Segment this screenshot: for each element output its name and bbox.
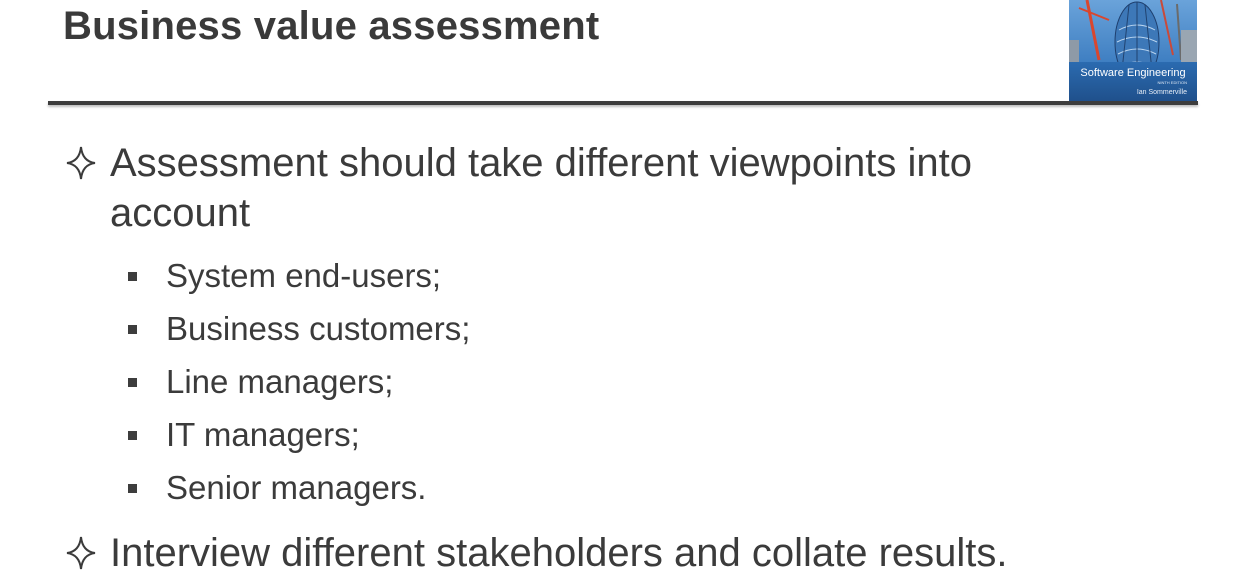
- square-bullet-icon: [128, 484, 137, 493]
- book-cover-image: Software Engineering NINTH EDITION Ian S…: [1069, 0, 1197, 103]
- square-bullet-icon: [128, 272, 137, 281]
- bullet-text: Interview different stakeholders and col…: [110, 531, 1008, 575]
- cover-edition: NINTH EDITION: [1157, 80, 1187, 85]
- title-divider: [48, 101, 1198, 105]
- subitem-it-managers: IT managers;: [128, 415, 360, 455]
- square-bullet-icon: [128, 325, 137, 334]
- bullet-interview-stakeholders: Interview different stakeholders and col…: [63, 528, 1008, 578]
- slide-title: Business value assessment: [63, 4, 600, 48]
- subitem-text: Line managers;: [166, 363, 394, 400]
- cover-author: Ian Sommerville: [1136, 89, 1187, 96]
- subitem-text: IT managers;: [166, 416, 360, 453]
- cover-artwork: [1069, 0, 1197, 103]
- subitem-text: Senior managers.: [166, 469, 427, 506]
- bullet-assessment-viewpoints: Assessment should take different viewpoi…: [63, 138, 972, 238]
- bullet-text-line-1: Assessment should take different viewpoi…: [110, 141, 972, 185]
- square-bullet-icon: [128, 431, 137, 440]
- subitem-business-customers: Business customers;: [128, 309, 470, 349]
- subitem-system-end-users: System end-users;: [128, 256, 441, 296]
- subitem-line-managers: Line managers;: [128, 362, 393, 402]
- four-point-star-icon: [66, 146, 96, 180]
- cover-title: Software Engineering: [1080, 67, 1186, 79]
- subitem-senior-managers: Senior managers.: [128, 468, 426, 508]
- subitem-text: System end-users;: [166, 257, 442, 294]
- bullet-text-line-2: account: [110, 191, 251, 235]
- square-bullet-icon: [128, 378, 137, 387]
- four-point-star-icon: [66, 536, 96, 570]
- subitem-text: Business customers;: [166, 310, 471, 347]
